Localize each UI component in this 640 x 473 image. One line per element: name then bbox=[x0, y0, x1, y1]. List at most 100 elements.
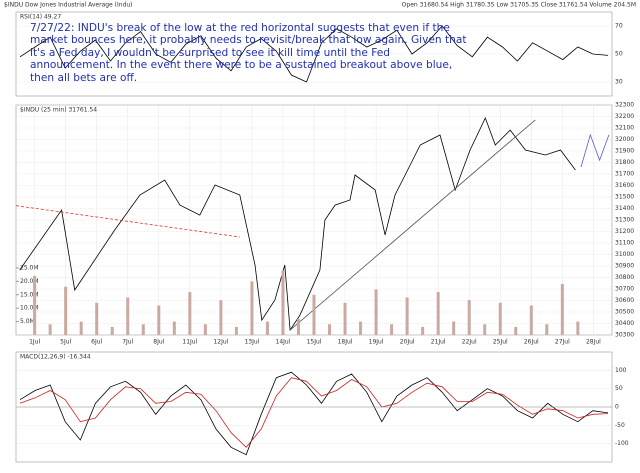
volume-bar bbox=[95, 302, 99, 335]
volume-bar bbox=[312, 294, 316, 335]
x-tick-label: 22Jul bbox=[462, 339, 477, 346]
volume-bar bbox=[328, 324, 332, 335]
y2-tick-label: 25.0M bbox=[20, 264, 39, 271]
volume-bar bbox=[110, 326, 114, 335]
x-tick-label: 18Jul bbox=[338, 339, 353, 346]
y2-tick-label: 5.0M bbox=[20, 318, 35, 325]
quote-info: Open 31680.54 High 31780.35 Low 31705.35… bbox=[402, 2, 636, 9]
series-line bbox=[289, 119, 536, 331]
x-tick-label: 1Jul bbox=[29, 339, 40, 346]
volume-bar bbox=[64, 286, 68, 335]
y-tick-label: 100 bbox=[615, 367, 627, 374]
x-tick-label: 15Jul bbox=[307, 339, 322, 346]
panel-label: RSI(14) 49.27 bbox=[20, 14, 61, 21]
volume-bar bbox=[452, 321, 456, 335]
series-line bbox=[580, 133, 610, 168]
volume-bar bbox=[296, 318, 300, 335]
volume-bar bbox=[467, 300, 471, 335]
y-tick-label: -100 bbox=[615, 440, 629, 447]
volume-bar bbox=[405, 297, 409, 335]
annotation: 7/27/22: INDU's break of the low at the … bbox=[30, 22, 467, 84]
y-tick-label: 30600 bbox=[615, 297, 634, 304]
y-tick-label: 30 bbox=[615, 79, 623, 86]
y-tick-label: 32200 bbox=[615, 113, 634, 120]
y2-tick-label: 20.0M bbox=[20, 278, 39, 285]
x-tick-label: 8Jul bbox=[153, 339, 164, 346]
volume-bar bbox=[79, 321, 83, 335]
y-tick-label: 31900 bbox=[615, 148, 634, 155]
volume-bar bbox=[560, 284, 564, 335]
chart-title: $INDU Dow Jones Industrial Average (Indu… bbox=[4, 2, 133, 9]
volume-bar bbox=[390, 324, 394, 335]
y-tick-label: 32000 bbox=[615, 136, 634, 143]
x-tick-label: 28Jul bbox=[586, 339, 601, 346]
x-tick-label: 13Jul bbox=[244, 339, 259, 346]
y-tick-label: 70 bbox=[615, 23, 623, 30]
x-tick-label: 14Jul bbox=[276, 339, 291, 346]
y-tick-label: -50 bbox=[615, 422, 625, 429]
y-tick-label: 30900 bbox=[615, 263, 634, 270]
volume-bar bbox=[219, 300, 223, 335]
x-tick-label: 25Jul bbox=[493, 339, 508, 346]
y-tick-label: 30400 bbox=[615, 320, 634, 327]
x-tick-label: 19Jul bbox=[369, 339, 384, 346]
volume-bar bbox=[498, 302, 502, 335]
y-tick-label: 30700 bbox=[615, 286, 634, 293]
y-tick-label: 50 bbox=[615, 51, 623, 58]
y-tick-label: 50 bbox=[615, 385, 623, 392]
volume-bar bbox=[48, 324, 52, 335]
x-tick-label: 12Jul bbox=[213, 339, 228, 346]
y-tick-label: 32300 bbox=[615, 102, 634, 109]
volume-bar bbox=[343, 302, 347, 335]
volume-bar bbox=[250, 281, 254, 335]
y2-tick-label: 15.0M bbox=[20, 291, 39, 298]
volume-bar bbox=[188, 292, 192, 335]
volume-bar bbox=[576, 321, 580, 335]
y-tick-label: 31700 bbox=[615, 171, 634, 178]
y-tick-label: 31800 bbox=[615, 159, 634, 166]
y-tick-label: 0 bbox=[615, 404, 619, 411]
volume-bar bbox=[203, 324, 207, 335]
y-tick-label: 31200 bbox=[615, 228, 634, 235]
volume-bar bbox=[529, 305, 533, 335]
y-tick-label: 32100 bbox=[615, 125, 634, 132]
y2-tick-label: 10.0M bbox=[20, 305, 39, 312]
volume-bar bbox=[172, 321, 176, 335]
series-line bbox=[15, 205, 240, 238]
volume-bar bbox=[281, 270, 285, 335]
volume-bar bbox=[157, 305, 161, 335]
volume-bar bbox=[126, 297, 130, 335]
x-tick-label: 21Jul bbox=[431, 339, 446, 346]
y-tick-label: 31500 bbox=[615, 194, 634, 201]
series-line bbox=[19, 116, 576, 332]
volume-bar bbox=[514, 326, 518, 335]
volume-bar bbox=[483, 324, 487, 335]
volume-bar bbox=[234, 326, 238, 335]
volume-bar bbox=[374, 289, 378, 335]
y-tick-label: 31300 bbox=[615, 217, 634, 224]
series-line bbox=[19, 377, 609, 448]
y-tick-label: 30500 bbox=[615, 309, 634, 316]
y-tick-label: 31600 bbox=[615, 182, 634, 189]
series-line bbox=[19, 25, 609, 83]
volume-bar bbox=[421, 326, 425, 335]
panel-label: MACD(12,26,9) -16.344 bbox=[20, 354, 91, 361]
x-tick-label: 20Jul bbox=[400, 339, 415, 346]
volume-bar bbox=[436, 292, 440, 335]
panel-label: $INDU (25 min) 31761.54 bbox=[20, 107, 97, 114]
x-tick-label: 7Jul bbox=[122, 339, 133, 346]
x-tick-label: 11Jul bbox=[182, 339, 197, 346]
volume-bar bbox=[265, 321, 269, 335]
x-tick-label: 26Jul bbox=[524, 339, 539, 346]
volume-bar bbox=[545, 324, 549, 335]
y-tick-label: 30800 bbox=[615, 274, 634, 281]
y-tick-label: 30300 bbox=[615, 332, 634, 339]
y-tick-label: 31400 bbox=[615, 205, 634, 212]
y-tick-label: 31100 bbox=[615, 240, 634, 247]
volume-bar bbox=[33, 275, 37, 335]
x-tick-label: 27Jul bbox=[555, 339, 570, 346]
volume-bar bbox=[141, 324, 145, 335]
volume-bar bbox=[359, 321, 363, 335]
